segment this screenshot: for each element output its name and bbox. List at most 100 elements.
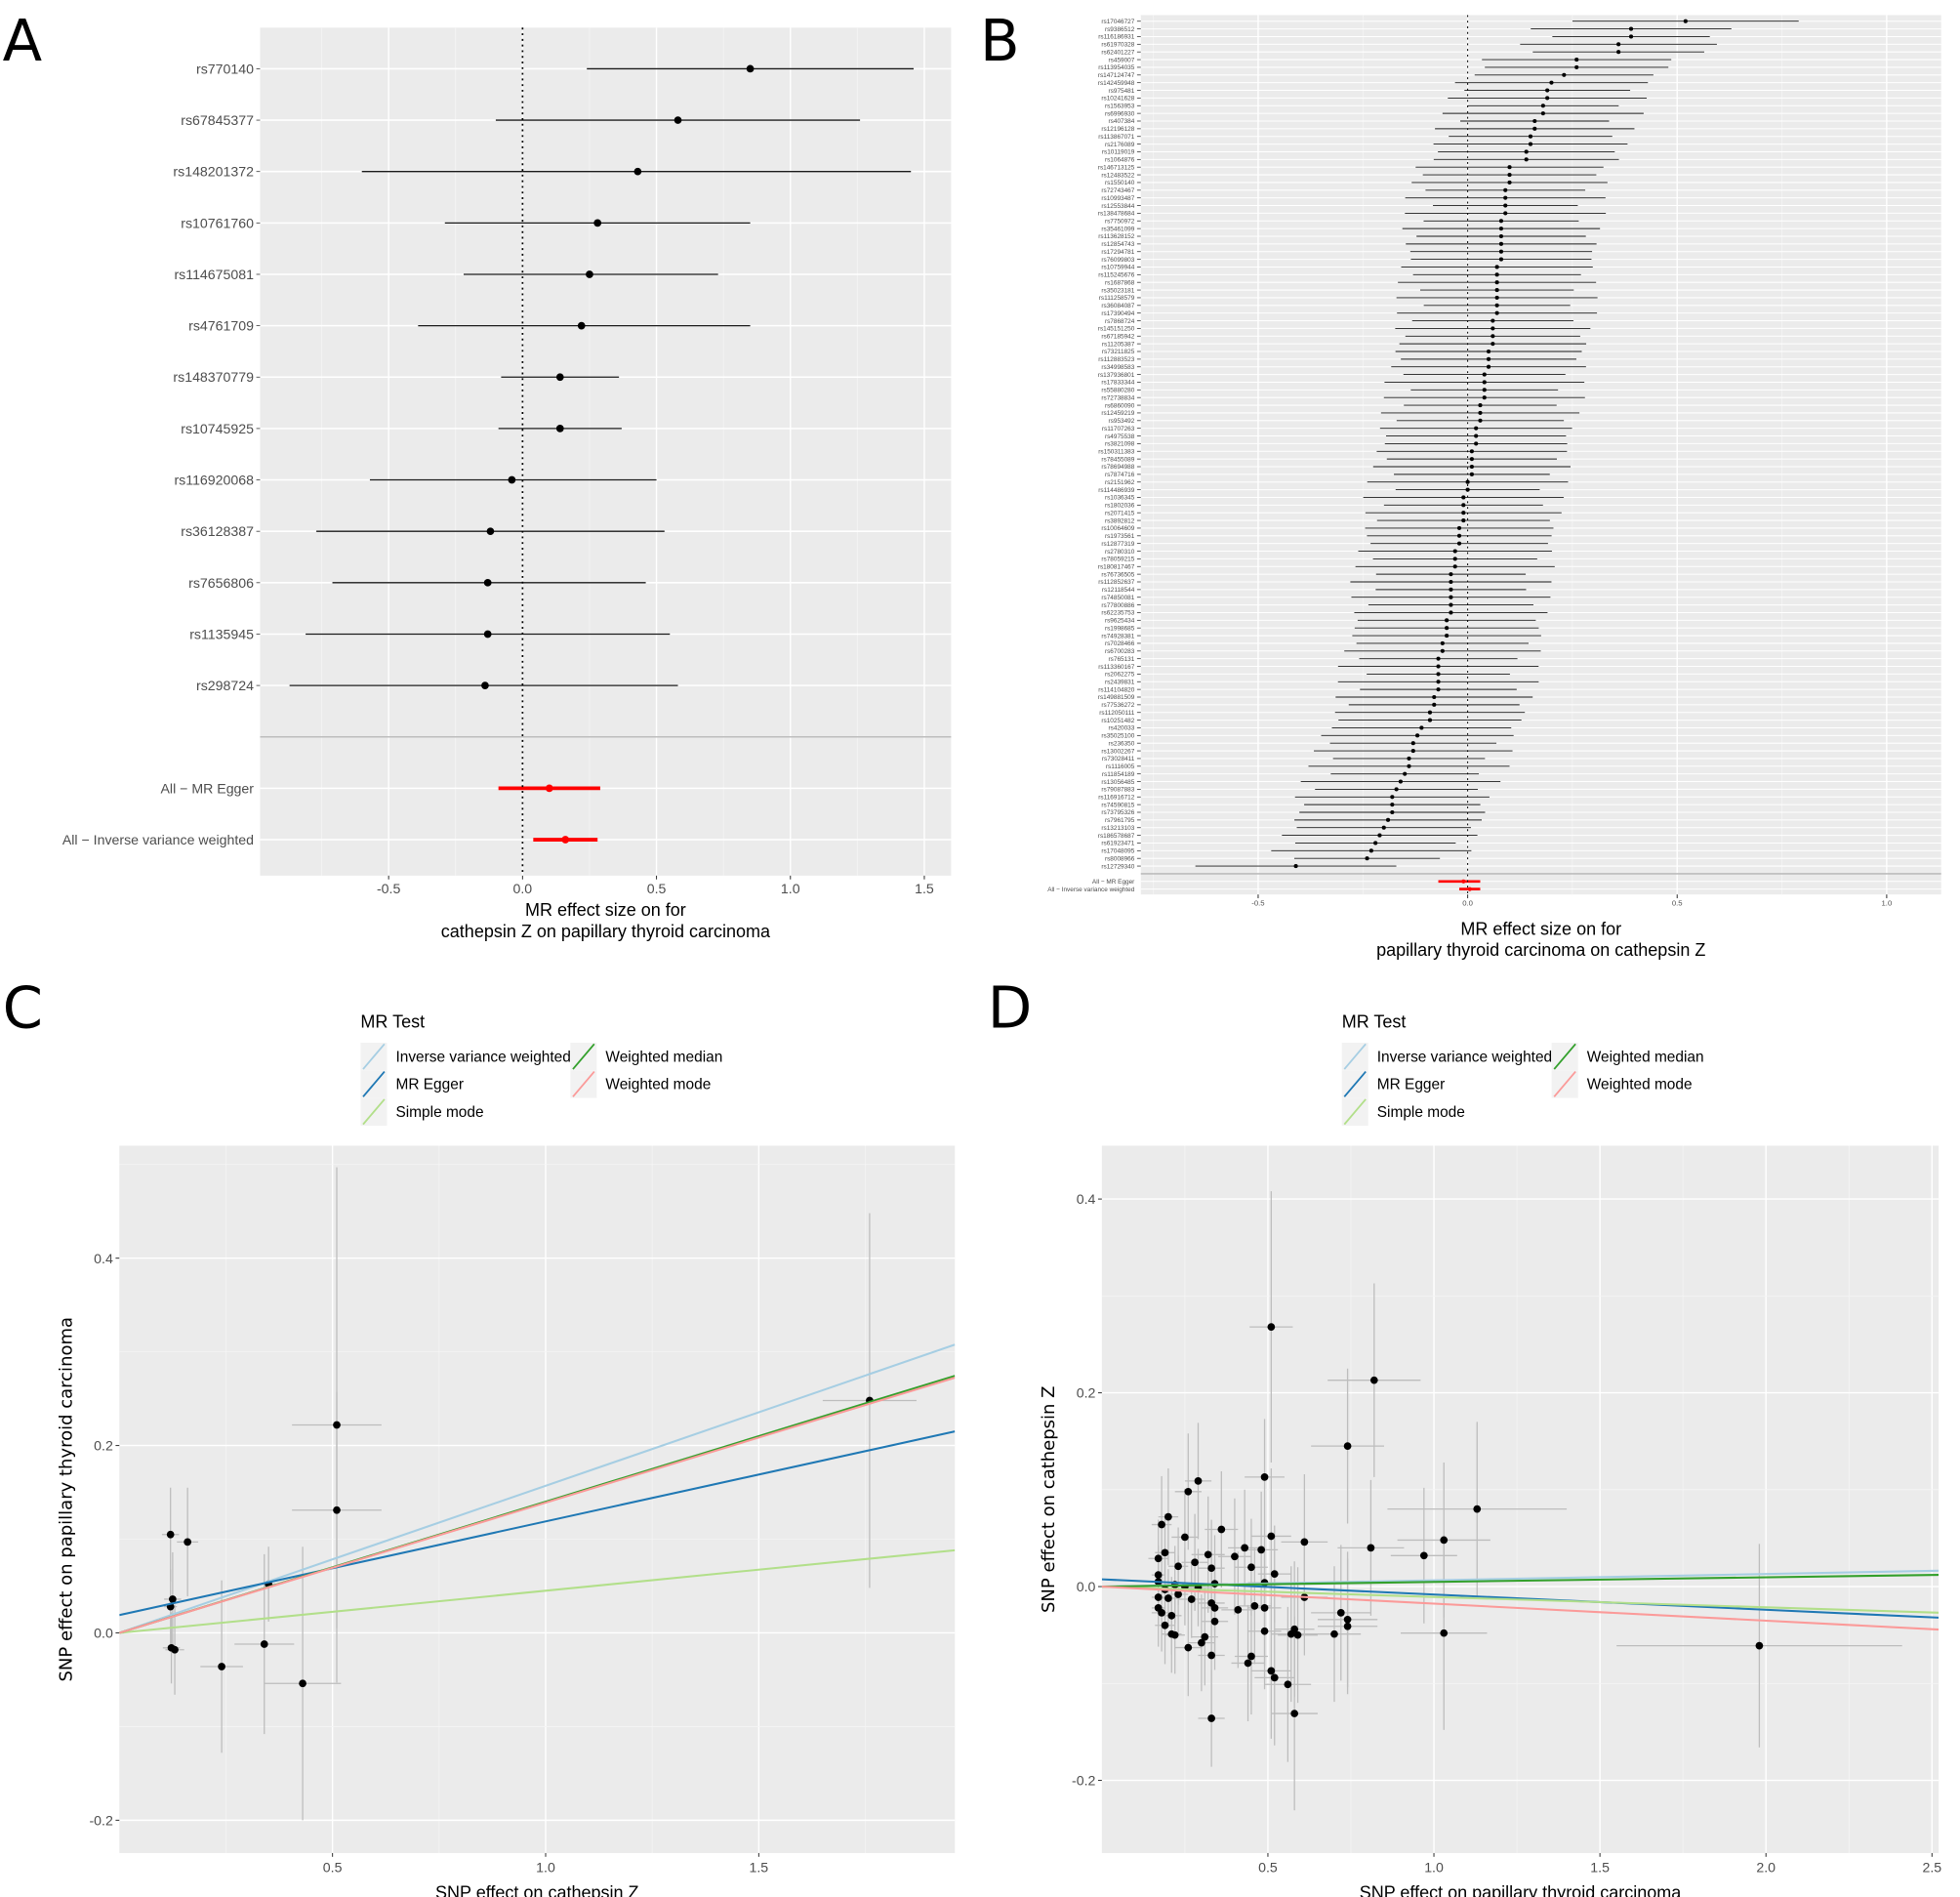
snp-point — [1445, 634, 1450, 639]
snp-point — [1456, 525, 1462, 530]
snp-point — [1174, 1590, 1182, 1598]
snp-point — [1440, 640, 1445, 645]
snp-point — [1490, 326, 1495, 331]
snp-point — [1207, 1651, 1215, 1660]
snp-point — [1419, 1551, 1428, 1560]
snp-label: rs62235753 — [1101, 610, 1134, 617]
x-tick-label: 1.0 — [1882, 899, 1893, 908]
snp-point — [1461, 511, 1466, 515]
x-axis-title-line2: cathepsin Z on papillary thyroid carcino… — [441, 922, 771, 941]
snp-point — [1498, 233, 1504, 239]
legend-key-line — [1343, 1043, 1367, 1070]
snp-point — [1241, 1544, 1248, 1552]
y-tick-label: 0.0 — [94, 1626, 113, 1641]
snp-point — [1270, 1673, 1279, 1682]
y-tick-label: 0.2 — [1077, 1385, 1096, 1401]
snp-point — [1474, 441, 1479, 446]
snp-label: rs114675081 — [174, 267, 254, 282]
snp-point — [1343, 1622, 1352, 1630]
snp-label: rs236350 — [1109, 740, 1135, 747]
y-tick-label: -0.2 — [1072, 1773, 1096, 1789]
snp-point — [1432, 702, 1437, 707]
snp-point — [1469, 457, 1474, 462]
panel-b-forest-plot: -0.5 0.0 0.5 1.0 rs17046727rs9386512rs116186… — [1047, 15, 1941, 960]
snp-point — [1452, 557, 1457, 561]
snp-label: rs2176089 — [1105, 142, 1135, 148]
summary-label: All − MR Egger — [1092, 879, 1135, 886]
snp-point — [1449, 587, 1453, 592]
snp-point — [1194, 1477, 1203, 1485]
x-tick-label: -0.5 — [377, 881, 401, 896]
snp-point — [1164, 1512, 1172, 1521]
snp-label: rs142459948 — [1098, 80, 1135, 87]
legend-label: Weighted median — [1587, 1049, 1704, 1065]
snp-point — [1154, 1554, 1163, 1563]
y-axis-title: SNP effect on papillary thyroid carcinom… — [56, 1317, 76, 1682]
snp-label: rs10993487 — [1101, 195, 1134, 202]
x-tick-label: 1.0 — [1424, 1859, 1444, 1875]
snp-point — [1293, 1630, 1302, 1639]
snp-point — [1365, 856, 1369, 861]
snp-point — [1161, 1548, 1169, 1557]
snp-label: rs74590815 — [1101, 802, 1134, 808]
snp-label: rs2780310 — [1105, 549, 1135, 556]
snp-label: rs1135945 — [189, 626, 254, 641]
panel-c-scatter-plot: 0.5 1.0 1.5 -0.2 0.0 0.2 0.4 SNP effect on cath… — [56, 1012, 956, 1897]
snp-label: rs62401227 — [1101, 49, 1134, 56]
snp-label: rs35461099 — [1101, 226, 1134, 232]
snp-point — [1540, 111, 1545, 116]
snp-point — [1498, 241, 1504, 246]
snp-point — [1683, 19, 1688, 23]
snp-point — [1494, 265, 1499, 269]
summary-point — [545, 784, 553, 793]
snp-label: rs2151962 — [1105, 479, 1135, 486]
snp-label: rs113628152 — [1098, 233, 1134, 240]
snp-point — [1449, 602, 1453, 607]
snp-label: rs7656806 — [188, 575, 254, 591]
snp-point — [166, 1530, 175, 1539]
snp-point — [1482, 372, 1487, 377]
legend-key-line — [572, 1071, 595, 1097]
snp-label: rs17833344 — [1101, 380, 1134, 387]
x-axis-title-line2: papillary thyroid carcinoma on cathepsin… — [1376, 940, 1705, 960]
snp-label: rs78455089 — [1101, 456, 1134, 463]
snp-point — [1465, 487, 1470, 492]
snp-point — [1549, 80, 1554, 85]
snp-point — [1440, 648, 1445, 653]
legend-key-line — [1553, 1043, 1576, 1070]
x-tick-label: 1.5 — [915, 881, 934, 896]
snp-point — [1452, 549, 1457, 554]
x-tick-label: 1.5 — [750, 1859, 769, 1875]
snp-point — [1456, 541, 1462, 546]
legend-key-line — [362, 1098, 386, 1126]
x-tick-label: 0.0 — [513, 881, 533, 896]
legend-key-line — [1553, 1071, 1576, 1097]
snp-label: rs76736505 — [1101, 571, 1134, 578]
snp-label: rs79087883 — [1101, 787, 1134, 794]
snp-point — [1373, 841, 1378, 845]
snp-point — [1184, 1487, 1193, 1496]
panel-d-scatter-plot: 0.5 1.0 1.5 2.0 2.5 -0.2 0.0 0.2 0.4 SNP effect o… — [1039, 1012, 1941, 1897]
snp-point — [1436, 656, 1441, 661]
snp-point — [1461, 518, 1466, 523]
snp-point — [1503, 195, 1508, 200]
summary-label: All − MR Egger — [161, 780, 255, 796]
snp-point — [1498, 219, 1504, 224]
legend-label: Inverse variance weighted — [395, 1049, 570, 1065]
plot-background — [1101, 1145, 1940, 1853]
snp-point — [1257, 1546, 1266, 1554]
snp-point — [1456, 533, 1462, 538]
snp-point — [1167, 1611, 1176, 1620]
snp-label: rs112852637 — [1098, 579, 1134, 586]
snp-label: rs6996930 — [1105, 110, 1135, 117]
snp-label: rs76099803 — [1101, 257, 1134, 264]
plot-background — [1140, 15, 1941, 895]
snp-label: rs148370779 — [173, 369, 254, 385]
snp-point — [1415, 733, 1420, 738]
snp-label: rs73028411 — [1102, 756, 1135, 763]
snp-point — [1482, 388, 1487, 392]
snp-point — [1503, 203, 1508, 208]
snp-point — [1616, 50, 1621, 55]
snp-label: rs145151250 — [1098, 326, 1135, 333]
